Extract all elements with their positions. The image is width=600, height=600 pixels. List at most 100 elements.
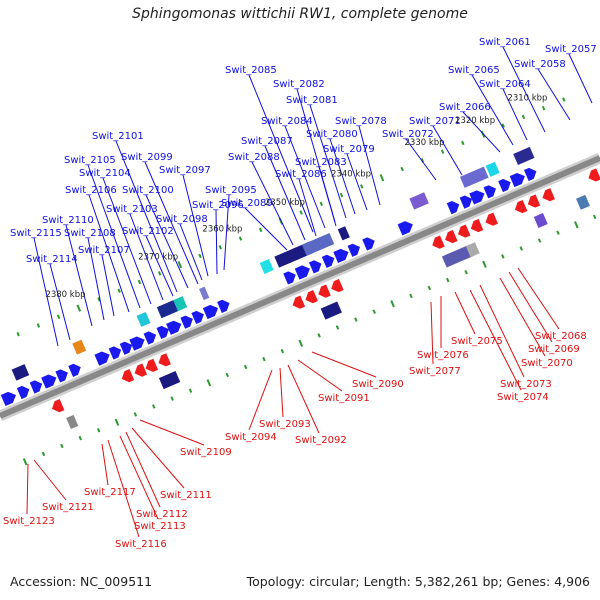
- reverse-gene-arrow[interactable]: [540, 188, 555, 203]
- gene-label-forward[interactable]: Swit_2100: [122, 185, 174, 196]
- reverse-gene-arrow[interactable]: [50, 399, 65, 414]
- reverse-gene-arrow-shape[interactable]: [483, 212, 499, 228]
- forward-gene-arrow-shape[interactable]: [94, 349, 112, 366]
- forward-gene-arrow-shape[interactable]: [498, 177, 513, 193]
- gene-label-forward[interactable]: Swit_2078: [335, 116, 387, 127]
- gene-label-forward[interactable]: Swit_2064: [479, 79, 531, 90]
- forward-gene-arrow-shape[interactable]: [397, 219, 416, 236]
- forward-gene-arrow-shape[interactable]: [523, 166, 539, 182]
- reverse-gene-arrow-shape[interactable]: [132, 363, 148, 379]
- forward-gene-arrow-shape[interactable]: [294, 263, 313, 280]
- gene-label-forward[interactable]: Swit_2081: [286, 95, 338, 106]
- forward-gene-arrow[interactable]: [459, 193, 475, 209]
- forward-gene-arrow[interactable]: [156, 324, 171, 340]
- forward-gene-arrow[interactable]: [16, 384, 32, 400]
- reverse-gene-arrow[interactable]: [468, 218, 484, 234]
- gene-label-forward[interactable]: Swit_2083: [295, 157, 347, 168]
- reverse-gene-arrow[interactable]: [525, 194, 541, 209]
- gene-label-forward[interactable]: Swit_2098: [156, 214, 208, 225]
- forward-gene-arrow[interactable]: [143, 329, 159, 345]
- forward-gene-arrow[interactable]: [41, 372, 59, 389]
- forward-gene-arrow[interactable]: [283, 269, 298, 285]
- forward-gene-arrow-shape[interactable]: [68, 362, 83, 377]
- reverse-gene-arrow-shape[interactable]: [156, 353, 171, 368]
- forward-gene-arrow[interactable]: [55, 367, 70, 383]
- reverse-gene-arrow[interactable]: [483, 212, 499, 228]
- gene-label-reverse[interactable]: Swit_2123: [3, 516, 55, 527]
- gene-label-forward[interactable]: Swit_2071: [409, 116, 461, 127]
- reverse-gene-arrow-shape[interactable]: [119, 369, 135, 384]
- forward-gene-arrow[interactable]: [446, 199, 462, 215]
- forward-gene-arrow[interactable]: [308, 258, 324, 274]
- gene-label-forward[interactable]: Swit_2110: [42, 215, 94, 226]
- gene-label-reverse[interactable]: Swit_2094: [225, 432, 277, 443]
- reverse-gene-arrow-shape[interactable]: [303, 290, 318, 305]
- gene-label-forward[interactable]: Swit_2099: [121, 152, 173, 163]
- forward-gene-arrow[interactable]: [294, 263, 313, 280]
- gene-label-reverse[interactable]: Swit_2117: [84, 487, 136, 498]
- gene-label-reverse[interactable]: Swit_2069: [528, 344, 580, 355]
- gene-label-forward[interactable]: Swit_2086: [275, 169, 327, 180]
- reverse-gene-arrow[interactable]: [290, 295, 306, 311]
- forward-gene-arrow-shape[interactable]: [217, 298, 232, 313]
- gene-label-forward[interactable]: Swit_2107: [78, 245, 130, 256]
- reverse-gene-arrow-shape[interactable]: [468, 218, 484, 234]
- forward-gene-arrow[interactable]: [483, 183, 499, 199]
- forward-gene-arrow-shape[interactable]: [446, 199, 462, 215]
- forward-gene-arrow[interactable]: [333, 246, 351, 264]
- gene-label-forward[interactable]: Swit_2058: [514, 59, 566, 70]
- forward-gene-arrow-shape[interactable]: [16, 384, 32, 400]
- forward-gene-arrow-shape[interactable]: [321, 253, 337, 268]
- gene-label-reverse[interactable]: Swit_2113: [134, 521, 186, 532]
- forward-gene-arrow-shape[interactable]: [191, 309, 206, 325]
- gene-label-forward[interactable]: Swit_2108: [64, 228, 116, 239]
- forward-gene-arrow[interactable]: [180, 313, 195, 329]
- gene-label-forward[interactable]: Swit_2088: [228, 152, 280, 163]
- reverse-gene-arrow-shape[interactable]: [456, 224, 471, 239]
- forward-gene-arrow[interactable]: [94, 349, 112, 366]
- gene-label-forward[interactable]: Swit_2115: [10, 228, 62, 239]
- gene-label-forward[interactable]: Swit_2065: [448, 65, 500, 76]
- gene-label-forward[interactable]: Swit_2104: [79, 168, 131, 179]
- forward-gene-arrow-shape[interactable]: [469, 188, 487, 205]
- forward-gene-arrow-shape[interactable]: [119, 339, 135, 355]
- forward-gene-arrow-shape[interactable]: [283, 269, 298, 285]
- forward-gene-arrow[interactable]: [119, 339, 135, 355]
- reverse-gene-arrow-shape[interactable]: [586, 168, 600, 183]
- gene-label-forward[interactable]: Swit_2082: [273, 79, 325, 90]
- forward-gene-arrow-shape[interactable]: [308, 258, 324, 274]
- reverse-gene-arrow-shape[interactable]: [443, 229, 458, 245]
- gene-label-forward[interactable]: Swit_2103: [106, 204, 158, 215]
- gene-label-forward[interactable]: Swit_2057: [545, 44, 597, 55]
- gene-label-forward[interactable]: Swit_2089: [221, 198, 273, 209]
- gene-label-reverse[interactable]: Swit_2112: [136, 509, 188, 520]
- forward-gene-arrow-shape[interactable]: [0, 389, 19, 407]
- reverse-gene-arrow[interactable]: [303, 290, 318, 305]
- gene-label-reverse[interactable]: Swit_2090: [352, 379, 404, 390]
- reverse-gene-arrow[interactable]: [143, 358, 159, 374]
- reverse-gene-arrow-shape[interactable]: [540, 188, 555, 203]
- reverse-gene-arrow-shape[interactable]: [329, 278, 344, 294]
- gene-label-reverse[interactable]: Swit_2111: [160, 490, 212, 501]
- reverse-gene-arrow[interactable]: [443, 229, 458, 245]
- gene-label-forward[interactable]: Swit_2087: [241, 136, 293, 147]
- forward-gene-arrow-shape[interactable]: [129, 334, 147, 351]
- gene-label-forward[interactable]: Swit_2106: [65, 185, 117, 196]
- gene-label-forward[interactable]: Swit_2080: [306, 129, 358, 140]
- forward-gene-arrow-shape[interactable]: [509, 171, 528, 188]
- forward-gene-arrow[interactable]: [321, 253, 337, 268]
- forward-gene-arrow-shape[interactable]: [483, 183, 499, 199]
- gene-label-forward[interactable]: Swit_2105: [64, 155, 116, 166]
- gene-label-forward[interactable]: Swit_2066: [439, 102, 491, 113]
- gene-label-reverse[interactable]: Swit_2073: [500, 379, 552, 390]
- reverse-gene-arrow-shape[interactable]: [513, 199, 528, 215]
- gene-label-reverse[interactable]: Swit_2109: [180, 447, 232, 458]
- reverse-gene-arrow-shape[interactable]: [316, 284, 331, 299]
- forward-gene-arrow[interactable]: [68, 362, 83, 377]
- gene-label-reverse[interactable]: Swit_2070: [521, 358, 573, 369]
- gene-label-reverse[interactable]: Swit_2077: [409, 366, 461, 377]
- gene-label-forward[interactable]: Swit_2096: [192, 200, 244, 211]
- forward-gene-arrow-shape[interactable]: [29, 378, 45, 394]
- gene-label-forward[interactable]: Swit_2079: [323, 144, 375, 155]
